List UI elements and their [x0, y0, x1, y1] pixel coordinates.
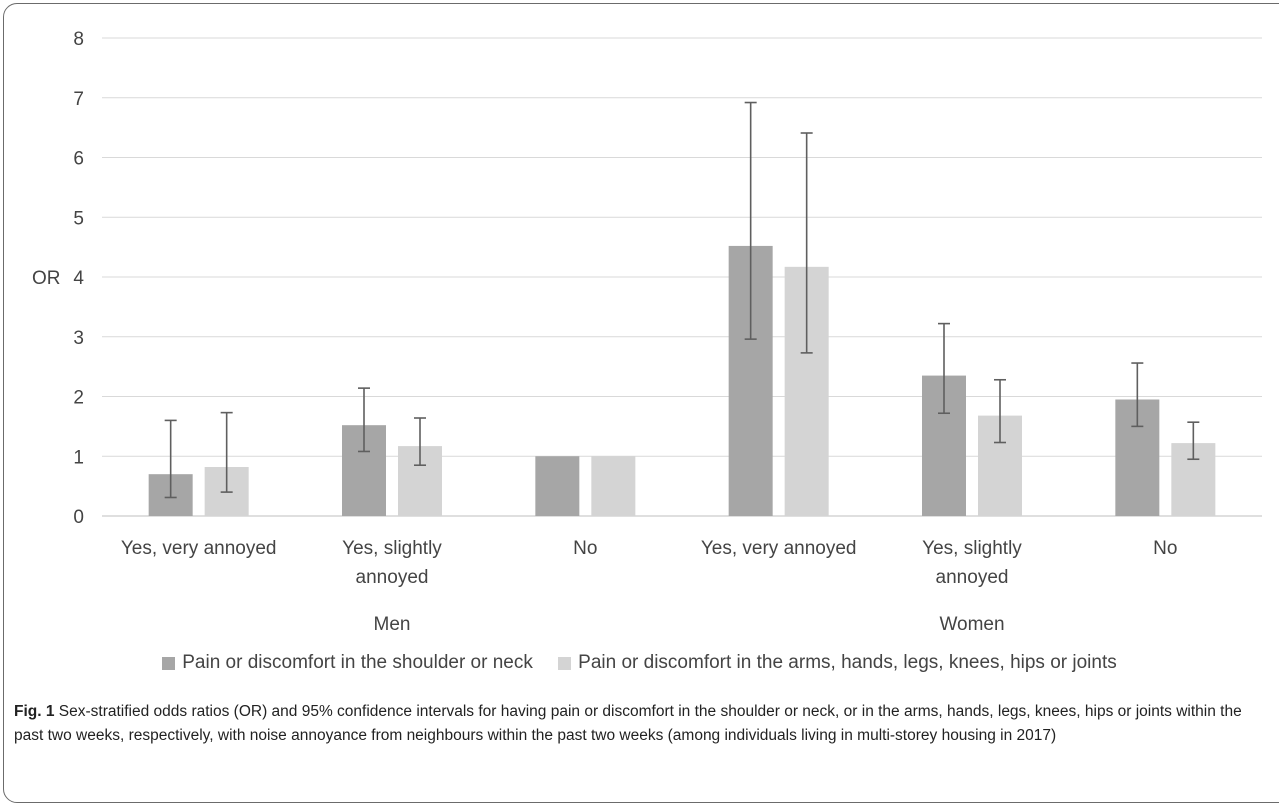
x-tick-label: No — [1153, 538, 1177, 559]
legend-label: Pain or discomfort in the shoulder or ne… — [182, 652, 533, 673]
y-tick-label: 4 — [73, 268, 84, 289]
legend-swatch — [558, 656, 572, 670]
y-axis-label: OR — [32, 268, 61, 289]
x-tick-label: Yes, very annoyed — [701, 538, 857, 559]
y-tick-label: 8 — [73, 29, 84, 50]
x-tick-label: Yes, slightly annoyed — [922, 538, 1022, 588]
x-tick-label: No — [573, 538, 597, 559]
figure-caption: Fig. 1 Sex-stratified odds ratios (OR) a… — [14, 700, 1264, 748]
legend-swatch — [162, 656, 176, 670]
gridlines — [102, 37, 1262, 517]
y-tick-label: 2 — [73, 388, 84, 409]
bar — [535, 456, 580, 516]
legend-item-shoulder-neck: Pain or discomfort in the shoulder or ne… — [162, 652, 533, 674]
error-bars — [164, 101, 1200, 499]
group-label: Men — [374, 614, 411, 635]
x-tick-label: Yes, very annoyed — [121, 538, 277, 559]
legend-item-arms-joints: Pain or discomfort in the arms, hands, l… — [558, 652, 1117, 674]
caption-text: Sex-stratified odds ratios (OR) and 95% … — [14, 703, 1242, 744]
x-tick-label: Yes, slightly annoyed — [342, 538, 442, 588]
axis-labels: 0 1 2 3 4 5 6 7 8 Yes, very annoyed Yes, slightly a… — [73, 29, 1177, 635]
bar — [591, 456, 636, 516]
group-label: Women — [939, 614, 1004, 635]
y-tick-label: 6 — [73, 149, 84, 170]
y-tick-label: 5 — [73, 208, 84, 229]
y-tick-label: 7 — [73, 89, 84, 110]
y-tick-label: 1 — [73, 447, 84, 468]
legend: Pain or discomfort in the shoulder or ne… — [0, 652, 1279, 676]
y-tick-label: 0 — [73, 507, 84, 528]
legend-label: Pain or discomfort in the arms, hands, l… — [578, 652, 1117, 673]
bars — [148, 245, 1216, 516]
y-tick-label: 3 — [73, 328, 84, 349]
caption-label: Fig. 1 — [14, 703, 55, 720]
bar-chart: 0 1 2 3 4 5 6 7 8 Yes, very annoyed Yes, slightly a… — [32, 29, 1262, 635]
